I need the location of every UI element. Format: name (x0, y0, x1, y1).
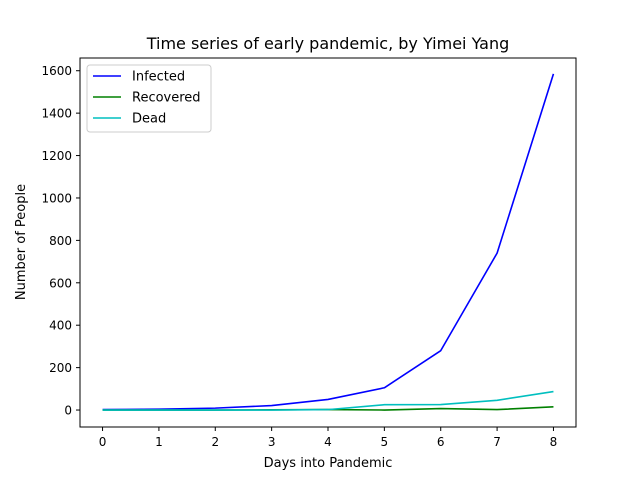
x-tick-label: 0 (99, 435, 107, 449)
y-tick-label: 1000 (41, 191, 72, 205)
x-tick-label: 1 (155, 435, 163, 449)
x-axis-label: Days into Pandemic (264, 456, 393, 471)
y-tick-label: 0 (64, 404, 72, 418)
legend-label-infected: Infected (132, 70, 185, 85)
y-tick-label: 1200 (41, 149, 72, 163)
y-axis-label: Number of People (14, 184, 29, 300)
series-lines (102, 73, 555, 411)
x-tick-label: 5 (381, 435, 389, 449)
x-tick-label: 8 (550, 435, 558, 449)
legend-label-recovered: Recovered (132, 91, 201, 106)
x-tick-label: 3 (268, 435, 276, 449)
y-tick-label: 1400 (41, 107, 72, 121)
chart-title: Time series of early pandemic, by Yimei … (146, 34, 510, 53)
y-tick-label: 200 (49, 361, 72, 375)
legend-label-dead: Dead (132, 112, 166, 127)
y-axis: 0 200 400 600 800 1000 1200 1400 1600 (41, 64, 80, 418)
legend-box (86, 64, 212, 133)
x-tick-label: 4 (324, 435, 332, 449)
x-axis: 0 1 2 3 4 5 6 7 8 (99, 427, 558, 449)
x-tick-label: 7 (493, 435, 501, 449)
y-tick-label: 1600 (41, 64, 72, 78)
legend: Infected Recovered Dead (86, 64, 212, 133)
y-tick-label: 800 (49, 234, 72, 248)
series-line-infected (102, 73, 555, 411)
x-tick-label: 2 (211, 435, 219, 449)
x-tick-label: 6 (437, 435, 445, 449)
series-line-dead (102, 390, 554, 411)
y-tick-label: 600 (49, 276, 72, 290)
y-tick-label: 400 (49, 319, 72, 333)
